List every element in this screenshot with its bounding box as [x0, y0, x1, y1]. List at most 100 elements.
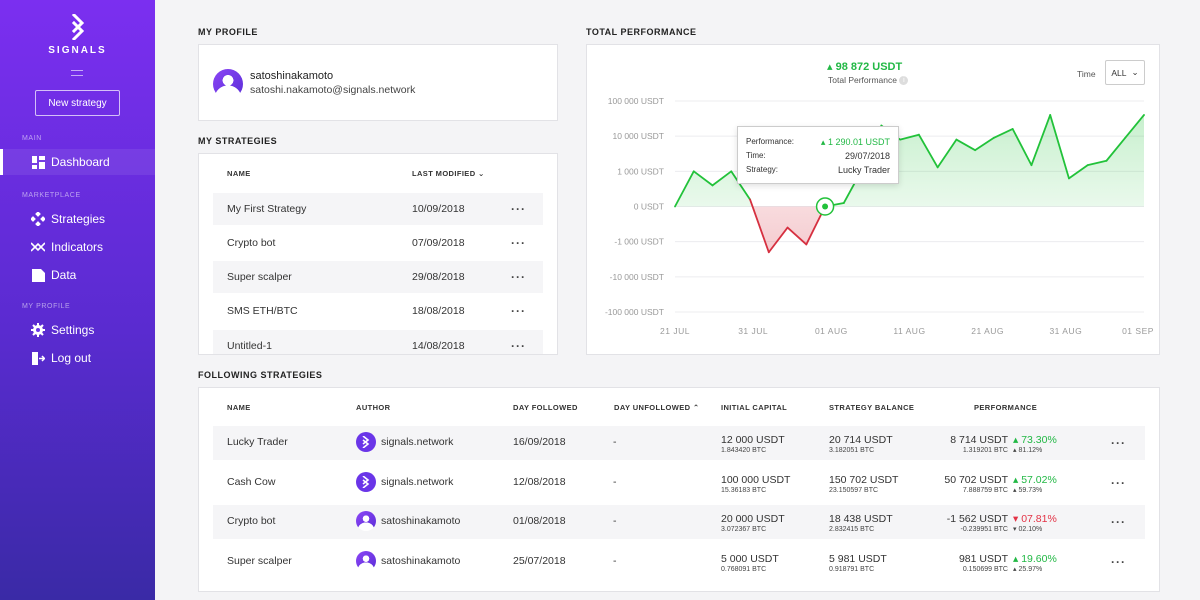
chevron-down-icon: ⌄ — [1131, 67, 1139, 77]
author-name: signals.network — [381, 475, 454, 488]
total-performance-label-text: Total Performance — [828, 75, 897, 85]
more-options-icon[interactable]: ··· — [1111, 515, 1126, 529]
performance-btc: -0.239951 BTC — [960, 526, 1008, 533]
strategy-modified: 07/09/2018 — [412, 237, 465, 249]
series-segment — [692, 170, 714, 187]
col-last-modified-label: LAST MODIFIED — [412, 169, 476, 178]
sidebar-item-settings[interactable]: Settings — [0, 317, 155, 343]
sidebar-item-logout[interactable]: Log out — [0, 345, 155, 371]
x-tick-label: 31 AUG — [1049, 326, 1082, 336]
series-segment — [1049, 114, 1070, 180]
capital-btc: 0.768091 BTC — [721, 565, 767, 573]
sidebar-item-label: Dashboard — [51, 155, 110, 169]
col-day-unfollowed-header[interactable]: DAY UNFOLLOWED ⌃ — [614, 403, 700, 412]
pct-value: 73.30% — [1021, 434, 1057, 446]
performance-btc: 0.150699 BTC — [962, 565, 1008, 573]
following-initial-capital: 5 000 USDT 0.768091 BTC — [721, 553, 779, 575]
performance-pct: ▴ 19.60% — [1013, 553, 1057, 565]
more-options-icon[interactable]: ··· — [511, 304, 526, 318]
sidebar-item-strategies[interactable]: Strategies — [0, 206, 155, 232]
strategy-name: Untitled-1 — [227, 340, 272, 352]
series-segment — [1068, 164, 1089, 180]
sidebar-item-data[interactable]: Data — [0, 262, 155, 288]
time-range-value: ALL — [1111, 67, 1127, 78]
new-strategy-button[interactable]: New strategy — [35, 90, 120, 116]
strategy-name: Super scalper — [227, 271, 292, 283]
capital-btc: 15.36183 BTC — [721, 486, 767, 494]
y-tick-label: 100 000 USDT — [608, 96, 664, 106]
more-options-icon[interactable]: ··· — [1111, 475, 1126, 490]
tooltip-strategy-label: Strategy: — [746, 165, 779, 174]
tooltip-performance-value: ▴ 1 290.01 USDT — [820, 137, 890, 147]
more-options-icon[interactable]: ··· — [511, 339, 526, 353]
strategy-row[interactable]: SMS ETH/BTC 18/08/2018 ··· — [213, 295, 543, 327]
trend-arrow-icon: ▾ — [1013, 513, 1019, 525]
col-day-followed-header: DAY FOLLOWED — [513, 403, 578, 412]
more-options-icon[interactable]: ··· — [511, 270, 526, 284]
strategy-row[interactable]: Super scalper 29/08/2018 ··· — [213, 261, 543, 293]
chevron-down-icon: ⌄ — [478, 169, 485, 178]
following-strategy-balance: 5 981 USDT 0.918791 BTC — [829, 553, 887, 575]
tooltip-time-row: Time: 29/07/2018 — [746, 151, 890, 161]
capital-usdt: 20 000 USDT — [721, 513, 785, 525]
following-author[interactable]: signals.network — [356, 432, 453, 452]
total-performance-label: Total Performance i — [828, 75, 909, 86]
sidebar-item-indicators[interactable]: Indicators — [0, 234, 155, 260]
time-label: Time — [1077, 69, 1096, 79]
strategy-modified: 18/08/2018 — [412, 305, 465, 317]
pct-value: 57.02% — [1021, 473, 1057, 486]
pct-small-value: 25.97% — [1018, 565, 1043, 573]
avatar[interactable] — [213, 69, 243, 99]
author-avatar — [356, 432, 376, 452]
indicators-icon — [31, 240, 45, 254]
following-performance-pct: ▴ 73.30% ▴ 81.12% — [1013, 434, 1057, 456]
following-author[interactable]: satoshinakamoto — [356, 550, 461, 571]
more-options-icon[interactable]: ··· — [1111, 554, 1126, 569]
author-avatar — [356, 550, 376, 571]
gear-icon — [31, 323, 45, 337]
more-options-icon[interactable]: ··· — [511, 236, 526, 250]
dashboard-icon — [31, 155, 45, 169]
more-options-icon[interactable]: ··· — [1111, 436, 1126, 450]
brand-name: SIGNALS — [48, 45, 107, 56]
performance-usdt: 50 702 USDT — [944, 473, 1008, 486]
series-segment — [955, 138, 977, 152]
section-main-label: MAIN — [22, 135, 42, 142]
following-row[interactable]: Lucky Trader signals.network 16/09/2018 … — [213, 426, 1145, 460]
performance-pct-small: ▾ 02.10% — [1013, 525, 1057, 535]
following-author[interactable]: signals.network — [356, 471, 454, 492]
following-row[interactable]: Crypto bot satoshinakamoto 01/08/2018 - … — [213, 505, 1145, 539]
following-strategies-heading: FOLLOWING STRATEGIES — [198, 370, 323, 380]
following-row[interactable]: Super scalper satoshinakamoto 25/07/2018… — [213, 545, 1145, 579]
series-segment — [1086, 159, 1108, 167]
series-segment — [1030, 114, 1052, 167]
info-icon[interactable]: i — [899, 76, 909, 86]
following-author[interactable]: satoshinakamoto — [356, 511, 460, 531]
col-last-modified-header[interactable]: LAST MODIFIED ⌄ — [412, 169, 485, 178]
tooltip-performance-label: Performance: — [746, 137, 795, 146]
x-tick-label: 31 JUL — [738, 326, 768, 336]
strategy-row[interactable]: My First Strategy 10/09/2018 ··· — [213, 193, 543, 225]
time-range-select[interactable]: ALL ⌄ — [1105, 60, 1145, 85]
strategy-name: Crypto bot — [227, 237, 276, 249]
following-day-unfollowed: - — [613, 475, 617, 488]
strategy-row[interactable]: Crypto bot 07/09/2018 ··· — [213, 227, 543, 259]
following-day-unfollowed: - — [613, 554, 617, 567]
series-segment — [974, 136, 995, 152]
y-tick-label: 0 USDT — [634, 202, 664, 212]
capital-usdt: 12 000 USDT — [721, 434, 785, 446]
following-row[interactable]: Cash Cow signals.network 12/08/2018 - 10… — [213, 466, 1145, 500]
menu-collapse-icon[interactable] — [71, 70, 83, 76]
sidebar-item-label: Indicators — [51, 240, 104, 254]
balance-usdt: 20 714 USDT — [829, 434, 893, 446]
y-tick-label: -1 000 USDT — [614, 237, 664, 247]
tooltip-strategy-value: Lucky Trader — [837, 165, 890, 175]
more-options-icon[interactable]: ··· — [511, 202, 526, 216]
strategy-row[interactable]: Untitled-1 14/08/2018 ··· — [213, 330, 543, 354]
strategies-icon — [31, 212, 45, 226]
sidebar-item-label: Settings — [51, 323, 95, 337]
signals-logo[interactable]: SIGNALS — [0, 14, 155, 56]
author-name: satoshinakamoto — [381, 554, 461, 567]
performance-chart[interactable]: 100 000 USDT 10 000 USDT 1 000 USDT 0 USDT -… — [586, 44, 1160, 355]
sidebar-item-dashboard[interactable]: Dashboard — [0, 149, 155, 175]
